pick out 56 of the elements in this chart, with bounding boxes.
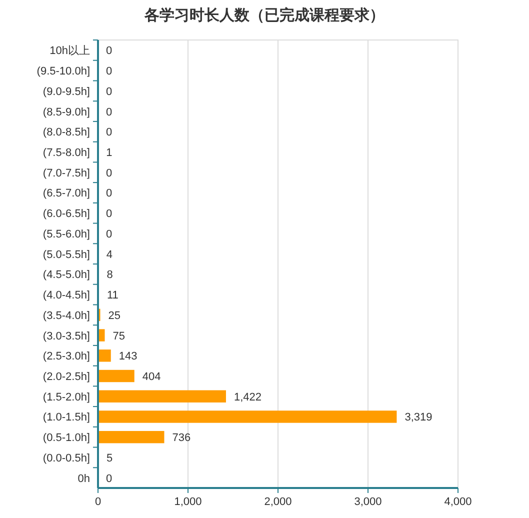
bar (98, 430, 164, 444)
data-label: 0 (106, 66, 112, 78)
data-label: 5 (106, 452, 113, 464)
y-tick-label: (0.5-1.0h] (42, 432, 90, 444)
y-tick-label: (6.5-7.0h] (42, 188, 90, 200)
x-tick-label: 3,000 (354, 496, 382, 508)
y-tick-label: (1.5-2.0h] (42, 391, 90, 404)
bar (98, 390, 226, 402)
data-label: 736 (172, 432, 191, 444)
y-tick-label: (5.5-6.0h] (42, 228, 90, 240)
y-tick-label: (9.5-10.0h] (36, 66, 90, 78)
y-tick-label: (6.0-6.5h] (42, 208, 90, 220)
x-tick-label: 1,000 (174, 496, 202, 508)
data-label: 0 (106, 228, 112, 240)
bar (98, 329, 105, 342)
y-tick-label: (0.0-0.5h] (42, 452, 90, 464)
data-label: 0 (106, 86, 112, 98)
y-tick-label: 0h (78, 472, 90, 485)
bar (98, 370, 134, 382)
data-label: 1 (106, 147, 112, 159)
data-label: 3,319 (404, 412, 432, 424)
data-label: 0 (106, 208, 112, 220)
bar (98, 410, 397, 423)
bar (98, 350, 111, 362)
y-tick-label: (9.0-9.5h] (42, 86, 90, 98)
y-tick-label: (5.0-5.5h] (42, 248, 90, 261)
x-tick-label: 4,000 (444, 496, 472, 508)
y-tick-label: (2.0-2.5h] (42, 371, 90, 383)
data-label: 0 (106, 472, 112, 485)
data-label: 0 (106, 167, 112, 180)
data-label: 75 (112, 330, 125, 342)
chart-title: 各学习时长人数（已完成课程要求） (144, 6, 384, 24)
data-label: 0 (106, 45, 112, 58)
y-tick-label: (8.0-8.5h] (42, 126, 90, 139)
data-label: 11 (106, 290, 118, 302)
x-tick-label: 2,000 (264, 496, 292, 508)
data-label: 0 (106, 188, 112, 200)
data-label: 0 (106, 106, 112, 118)
data-label: 4 (106, 248, 112, 261)
y-tick-label: (8.5-9.0h] (42, 106, 90, 118)
y-tick-label: (7.5-8.0h] (42, 147, 90, 159)
data-label: 8 (106, 269, 113, 282)
y-tick-label: (3.0-3.5h] (42, 330, 90, 342)
data-label: 0 (106, 126, 112, 139)
y-tick-label: (7.0-7.5h] (42, 167, 90, 180)
data-label: 143 (118, 350, 138, 363)
y-tick-label: 10h以上 (50, 44, 90, 58)
y-tick-label: (3.5-4.0h] (42, 310, 90, 322)
y-tick-label: (4.0-4.5h] (42, 290, 90, 302)
data-label: 404 (142, 371, 161, 383)
y-tick-label: (4.5-5.0h] (42, 269, 90, 282)
x-tick-label: 0 (94, 496, 102, 508)
data-label: 25 (108, 310, 120, 322)
y-tick-label: (2.5-3.0h] (42, 350, 90, 363)
data-label: 1,422 (234, 391, 262, 404)
y-tick-label: (1.0-1.5h] (42, 412, 90, 424)
